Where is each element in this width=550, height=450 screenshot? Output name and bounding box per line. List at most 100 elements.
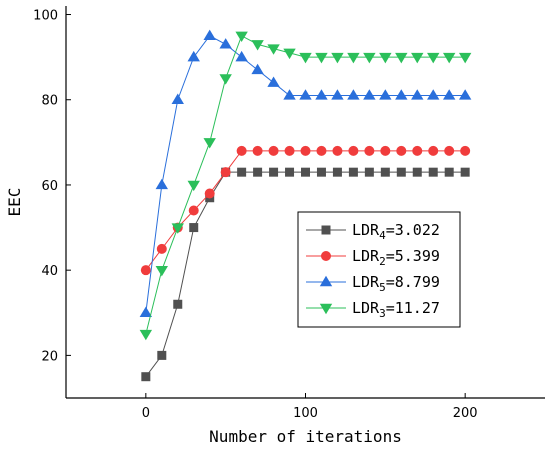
legend-item-4: LDR3=11.27	[306, 299, 440, 320]
data-point	[315, 52, 328, 64]
x-tick-label: 100	[293, 406, 318, 421]
x-tick-label: 0	[142, 406, 150, 421]
data-point	[267, 44, 280, 55]
data-point	[380, 167, 390, 177]
legend-item-2: LDR2=5.399	[306, 247, 440, 268]
data-point	[235, 50, 248, 62]
data-point	[321, 225, 331, 235]
data-point	[252, 145, 263, 156]
data-point	[460, 167, 470, 177]
data-point	[444, 167, 454, 177]
data-point	[348, 145, 359, 156]
data-point	[236, 145, 247, 156]
data-point	[395, 52, 408, 64]
data-point	[316, 145, 327, 156]
data-point	[253, 167, 263, 177]
y-tick-label: 40	[41, 264, 58, 279]
data-point	[173, 299, 183, 309]
data-point	[156, 243, 167, 254]
data-point	[331, 52, 344, 64]
data-point	[203, 138, 216, 149]
data-point	[187, 180, 200, 192]
data-point	[187, 50, 200, 62]
legend-label: LDR2=5.399	[352, 247, 440, 268]
data-point	[284, 145, 295, 156]
y-axis-title: EEC	[5, 188, 24, 217]
data-point	[141, 372, 151, 382]
data-point	[364, 145, 375, 156]
data-point	[235, 31, 248, 43]
data-point	[428, 167, 438, 177]
data-point	[412, 145, 423, 156]
data-point	[139, 306, 153, 317]
y-tick-label: 100	[33, 9, 58, 24]
data-point	[331, 89, 344, 100]
data-point	[300, 145, 311, 156]
data-point	[458, 52, 472, 64]
data-point	[299, 89, 312, 100]
data-point	[171, 93, 184, 104]
data-point	[171, 223, 184, 234]
data-point	[444, 145, 455, 156]
data-point	[380, 145, 391, 156]
data-point	[396, 145, 407, 156]
data-point	[189, 223, 199, 233]
data-point	[347, 89, 360, 100]
data-point	[315, 89, 328, 100]
data-point	[269, 167, 279, 177]
data-point	[251, 63, 264, 75]
y-tick-label: 80	[41, 94, 58, 109]
data-point	[443, 89, 456, 100]
data-point	[301, 167, 310, 177]
data-point	[458, 89, 472, 100]
data-point	[364, 167, 374, 177]
series-4	[139, 31, 472, 341]
data-point	[316, 167, 326, 177]
data-point	[319, 275, 333, 287]
data-point	[237, 167, 247, 177]
data-point	[379, 52, 392, 64]
data-point	[428, 145, 439, 156]
x-tick-label: 200	[453, 406, 478, 421]
data-point	[299, 52, 312, 64]
legend-label: LDR5=8.799	[352, 273, 440, 294]
data-point	[219, 74, 232, 85]
axes: 20 40 60 80 100 0 100 200	[33, 6, 545, 421]
data-point	[188, 205, 199, 216]
data-point	[251, 40, 264, 51]
data-point	[363, 89, 376, 100]
data-point	[332, 145, 343, 156]
data-point	[283, 48, 296, 60]
data-point	[443, 52, 456, 64]
data-point	[363, 52, 376, 64]
data-point	[139, 329, 153, 341]
series-3	[139, 29, 472, 317]
data-point	[155, 265, 168, 277]
data-point	[283, 89, 296, 100]
data-point	[411, 52, 424, 64]
data-point	[379, 89, 392, 100]
data-point	[395, 89, 408, 100]
y-tick-label: 20	[41, 349, 58, 364]
y-tick-label: 60	[41, 179, 58, 194]
legend: LDR4=3.022 LDR2=5.399 LDR5=8.799 LDR3=11.27	[297, 211, 461, 328]
data-point	[219, 38, 232, 49]
legend-item-1: LDR4=3.022	[306, 221, 440, 242]
data-point	[267, 76, 280, 87]
series-layer	[139, 29, 472, 382]
data-point	[285, 167, 295, 177]
data-point	[411, 89, 424, 100]
data-point	[155, 178, 168, 190]
data-point	[220, 167, 231, 178]
x-axis-title: Number of iterations	[209, 427, 402, 446]
data-point	[140, 265, 151, 276]
data-point	[332, 167, 342, 177]
data-point	[321, 251, 331, 261]
data-point	[268, 145, 279, 156]
legend-label: LDR4=3.022	[352, 221, 440, 242]
data-point	[412, 167, 422, 177]
data-point	[319, 303, 333, 315]
data-point	[396, 167, 406, 177]
legend-item-3: LDR5=8.799	[306, 273, 440, 294]
